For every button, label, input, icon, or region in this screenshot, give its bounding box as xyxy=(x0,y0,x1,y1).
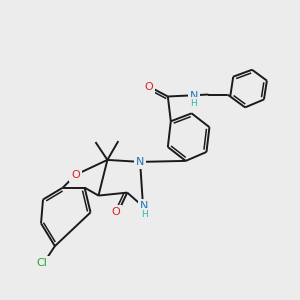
Text: N: N xyxy=(190,91,198,100)
Text: N: N xyxy=(136,157,144,167)
Text: O: O xyxy=(71,170,80,180)
Text: H: H xyxy=(190,99,197,108)
Text: O: O xyxy=(145,82,153,92)
Text: H: H xyxy=(141,210,147,219)
Text: N: N xyxy=(140,202,148,212)
Text: O: O xyxy=(111,207,120,218)
Text: Cl: Cl xyxy=(37,258,47,268)
